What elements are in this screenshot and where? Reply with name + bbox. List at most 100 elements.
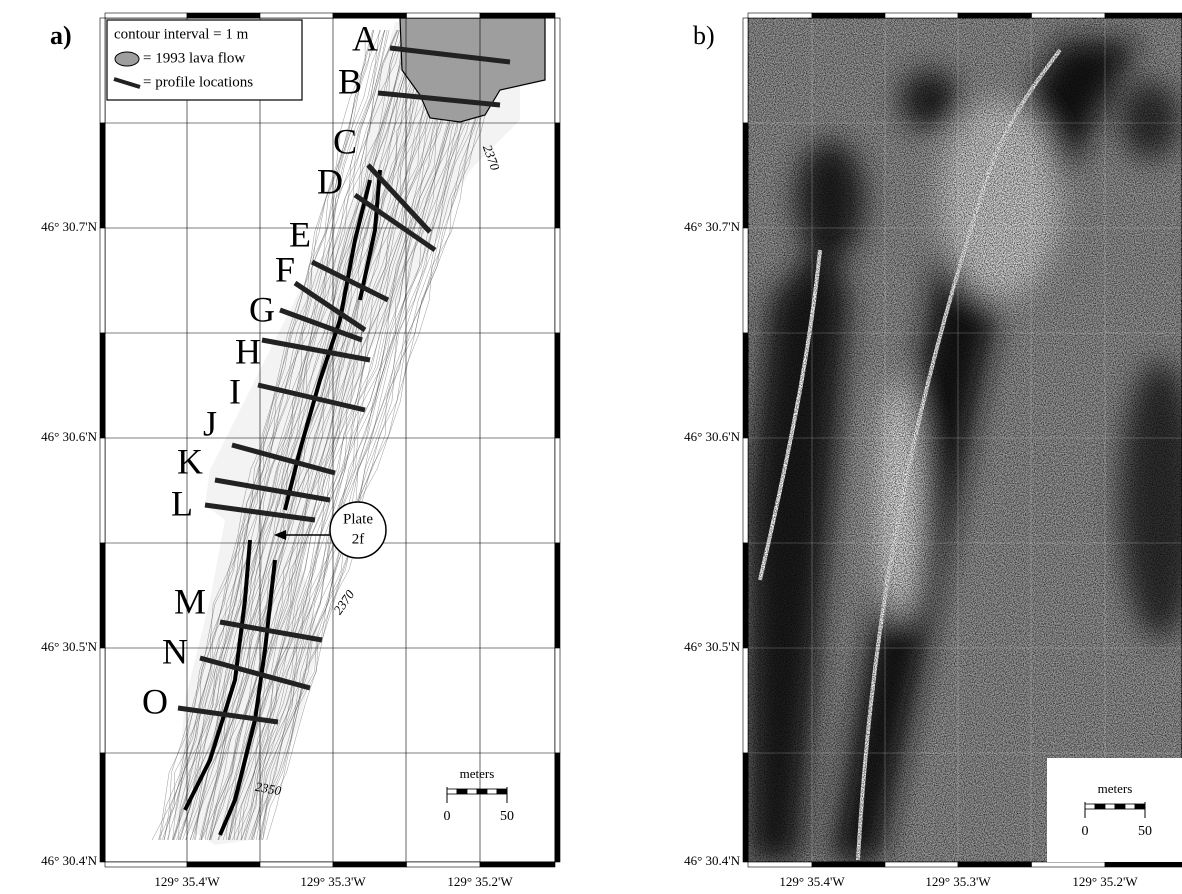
longitude-label: 129° 35.3'W bbox=[925, 874, 991, 889]
frame-bar bbox=[555, 438, 560, 543]
frame-bar bbox=[743, 753, 748, 862]
legend-text: contour interval = 1 m bbox=[114, 26, 249, 42]
frame-bar bbox=[748, 13, 812, 18]
profile-label: I bbox=[229, 371, 241, 411]
sonar-image bbox=[748, 18, 1182, 862]
frame-bar bbox=[555, 123, 560, 228]
frame-bar bbox=[743, 123, 748, 228]
frame-bar bbox=[555, 228, 560, 333]
frame-bar bbox=[105, 13, 187, 18]
frame-bar bbox=[100, 438, 105, 543]
legend-text: = profile locations bbox=[143, 74, 253, 90]
scale-title: meters bbox=[460, 766, 495, 781]
frame-bar bbox=[100, 228, 105, 333]
frame-bar bbox=[743, 228, 748, 333]
scale-title: meters bbox=[1098, 781, 1133, 796]
scale-bar bbox=[1135, 804, 1145, 809]
profile-label: J bbox=[203, 403, 217, 443]
frame-bar bbox=[407, 13, 481, 18]
frame-bar bbox=[743, 648, 748, 753]
scale-box bbox=[1047, 758, 1182, 862]
frame-bar bbox=[100, 753, 105, 862]
scale-bar bbox=[497, 789, 507, 794]
figure: a)46° 30.7'N46° 30.6'N46° 30.5'N46° 30.4… bbox=[0, 0, 1182, 894]
frame-bar bbox=[743, 333, 748, 438]
frame-bar bbox=[958, 13, 1032, 18]
frame-bar bbox=[333, 13, 407, 18]
scale-bar bbox=[1105, 804, 1115, 809]
frame-bar bbox=[1105, 862, 1182, 867]
frame-bar bbox=[958, 862, 1032, 867]
frame-bar bbox=[885, 13, 958, 18]
frame-bar bbox=[743, 18, 748, 123]
callout-text: Plate bbox=[343, 511, 373, 527]
frame-bar bbox=[748, 862, 812, 867]
frame-bar bbox=[187, 862, 260, 867]
profile-label: B bbox=[338, 61, 362, 101]
contour-label: 2370 bbox=[480, 143, 503, 173]
profile-label: H bbox=[235, 331, 261, 371]
frame-bar bbox=[100, 123, 105, 228]
longitude-label: 129° 35.3'W bbox=[300, 874, 366, 889]
scale-bar bbox=[447, 789, 457, 794]
frame-bar bbox=[743, 543, 748, 648]
scale-bar bbox=[477, 789, 487, 794]
frame-bar bbox=[1032, 862, 1106, 867]
frame-bar bbox=[555, 753, 560, 862]
profile-label: M bbox=[174, 581, 206, 621]
profile-label: C bbox=[333, 121, 357, 161]
callout-circle bbox=[330, 502, 386, 558]
profile-label: E bbox=[289, 214, 311, 254]
scale-bar bbox=[487, 789, 497, 794]
latitude-label: 46° 30.4'N bbox=[41, 853, 98, 868]
scale-bar bbox=[467, 789, 477, 794]
frame-bar bbox=[480, 862, 555, 867]
scale-label: 0 bbox=[1082, 824, 1089, 839]
frame-bar bbox=[105, 862, 187, 867]
frame-bar bbox=[100, 543, 105, 648]
latitude-label: 46° 30.6'N bbox=[41, 429, 98, 444]
latitude-label: 46° 30.5'N bbox=[41, 639, 98, 654]
profile-label: F bbox=[275, 249, 295, 289]
profile-label: L bbox=[171, 483, 193, 523]
longitude-label: 129° 35.2'W bbox=[1072, 874, 1138, 889]
scale-label: 50 bbox=[500, 809, 514, 824]
scale-bar bbox=[1115, 804, 1125, 809]
longitude-label: 129° 35.4'W bbox=[154, 874, 220, 889]
frame-bar bbox=[100, 648, 105, 753]
profile-label: O bbox=[142, 681, 168, 721]
profile-label: N bbox=[162, 631, 188, 671]
longitude-label: 129° 35.2'W bbox=[447, 874, 513, 889]
callout-text: 2f bbox=[352, 531, 365, 547]
profile-label: G bbox=[249, 289, 275, 329]
frame-bar bbox=[407, 862, 481, 867]
scale-bar bbox=[1095, 804, 1105, 809]
frame-bar bbox=[812, 862, 885, 867]
frame-bar bbox=[1032, 13, 1106, 18]
frame-bar bbox=[260, 13, 333, 18]
latitude-label: 46° 30.4'N bbox=[684, 853, 741, 868]
frame-bar bbox=[260, 862, 333, 867]
frame-bar bbox=[885, 862, 958, 867]
scale-label: 0 bbox=[444, 809, 451, 824]
scale-bar bbox=[1085, 804, 1095, 809]
frame-bar bbox=[555, 333, 560, 438]
frame-bar bbox=[100, 18, 105, 123]
scale-bar bbox=[1125, 804, 1135, 809]
legend-lava bbox=[115, 52, 139, 66]
frame-bar bbox=[187, 13, 260, 18]
frame-bar bbox=[100, 333, 105, 438]
frame-bar bbox=[555, 18, 560, 123]
frame-bar bbox=[1105, 13, 1182, 18]
frame-bar bbox=[555, 543, 560, 648]
scale-label: 50 bbox=[1138, 824, 1152, 839]
latitude-label: 46° 30.7'N bbox=[684, 219, 741, 234]
longitude-label: 129° 35.4'W bbox=[779, 874, 845, 889]
frame-bar bbox=[743, 438, 748, 543]
frame-bar bbox=[333, 862, 407, 867]
frame-bar bbox=[555, 648, 560, 753]
panel-label: b) bbox=[693, 21, 715, 50]
latitude-label: 46° 30.6'N bbox=[684, 429, 741, 444]
frame-bar bbox=[812, 13, 885, 18]
profile-label: D bbox=[317, 161, 343, 201]
